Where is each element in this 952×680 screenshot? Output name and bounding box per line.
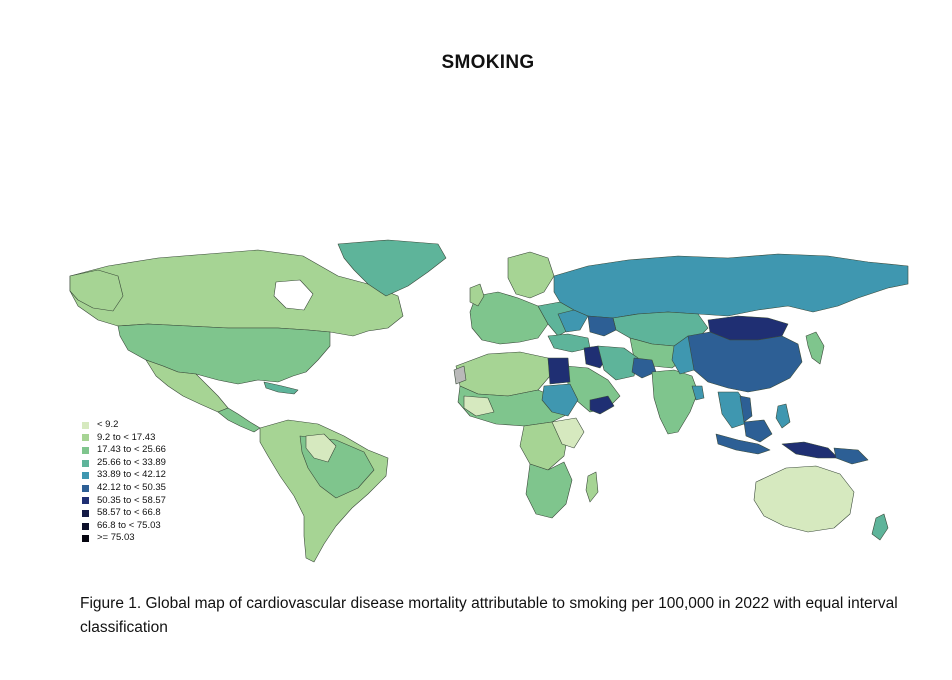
legend-item: 66.8 to < 75.03 bbox=[82, 520, 166, 533]
region-vietnam-dark bbox=[739, 395, 753, 423]
legend-swatch bbox=[82, 421, 89, 429]
legend-label: >= 75.03 bbox=[97, 532, 135, 544]
region-north-africa bbox=[455, 351, 551, 397]
region-indonesia-east bbox=[781, 441, 839, 459]
region-korea-japan bbox=[805, 331, 825, 365]
region-uk bbox=[469, 283, 485, 307]
legend-label: 58.57 to < 66.8 bbox=[97, 507, 161, 519]
legend-item: < 9.2 bbox=[82, 419, 166, 432]
legend-label: 25.66 to < 33.89 bbox=[97, 456, 166, 468]
region-greenland bbox=[337, 239, 447, 297]
legend-label: 50.35 to < 58.57 bbox=[97, 494, 166, 506]
legend-item: 58.57 to < 66.8 bbox=[82, 507, 166, 520]
legend-swatch bbox=[82, 497, 89, 505]
legend-swatch bbox=[82, 459, 89, 467]
region-china-west bbox=[671, 335, 695, 375]
legend-label: 9.2 to < 17.43 bbox=[97, 431, 156, 443]
region-afghanistan bbox=[631, 357, 657, 379]
legend-label: 66.8 to < 75.03 bbox=[97, 519, 161, 531]
region-east-africa-light bbox=[551, 417, 585, 449]
map-title: SMOKING bbox=[441, 52, 535, 73]
region-borneo bbox=[743, 419, 773, 443]
legend-label: < 9.2 bbox=[97, 419, 119, 430]
region-canada bbox=[69, 249, 404, 337]
region-philippines bbox=[775, 403, 791, 429]
region-australia bbox=[753, 465, 855, 533]
region-western-sahara bbox=[453, 365, 467, 385]
region-central-america bbox=[217, 407, 261, 433]
legend-item: 17.43 to < 25.66 bbox=[82, 444, 166, 457]
region-russia bbox=[553, 253, 909, 319]
legend-swatch bbox=[82, 522, 89, 530]
region-caspian-dark bbox=[587, 315, 617, 337]
region-india bbox=[651, 369, 699, 435]
legend-swatch bbox=[82, 509, 89, 517]
region-ukraine bbox=[557, 309, 589, 333]
region-hudson-bay bbox=[273, 279, 314, 311]
region-turkey bbox=[547, 333, 591, 353]
region-china bbox=[685, 331, 803, 393]
region-southern-africa bbox=[525, 461, 573, 519]
region-usa bbox=[117, 323, 331, 385]
region-madagascar bbox=[585, 471, 599, 503]
legend-swatch bbox=[82, 434, 89, 442]
region-egypt-dark bbox=[547, 357, 571, 385]
region-amazon-light bbox=[305, 433, 337, 463]
legend-swatch bbox=[82, 535, 89, 543]
region-indonesia-west bbox=[715, 433, 771, 455]
region-caribbean bbox=[263, 381, 299, 395]
region-yemen-dark bbox=[589, 395, 615, 415]
region-west-africa-light bbox=[463, 395, 495, 417]
map-legend: < 9.2 9.2 to < 17.43 17.43 to < 25.66 25… bbox=[82, 419, 166, 545]
region-papua bbox=[833, 447, 869, 465]
region-bangladesh bbox=[691, 385, 705, 401]
legend-item: 25.66 to < 33.89 bbox=[82, 457, 166, 470]
region-alaska bbox=[69, 269, 124, 312]
legend-item: 42.12 to < 50.35 bbox=[82, 482, 166, 495]
world-choropleth-map bbox=[69, 239, 909, 563]
legend-label: 42.12 to < 50.35 bbox=[97, 481, 166, 493]
region-europe-west bbox=[469, 291, 549, 345]
legend-label: 17.43 to < 25.66 bbox=[97, 444, 166, 456]
region-sudan bbox=[541, 383, 579, 417]
legend-item: 33.89 to < 42.12 bbox=[82, 469, 166, 482]
figure-caption: Figure 1. Global map of cardiovascular d… bbox=[80, 595, 898, 636]
legend-swatch bbox=[82, 446, 89, 454]
legend-item: >= 75.03 bbox=[82, 532, 166, 545]
region-iran bbox=[597, 345, 639, 381]
region-new-zealand bbox=[871, 513, 889, 541]
region-sahel bbox=[457, 385, 569, 427]
legend-item: 50.35 to < 58.57 bbox=[82, 495, 166, 508]
legend-label: 33.89 to < 42.12 bbox=[97, 469, 166, 481]
legend-item: 9.2 to < 17.43 bbox=[82, 432, 166, 445]
region-scandinavia bbox=[507, 251, 555, 299]
legend-swatch bbox=[82, 472, 89, 480]
legend-swatch bbox=[82, 484, 89, 492]
